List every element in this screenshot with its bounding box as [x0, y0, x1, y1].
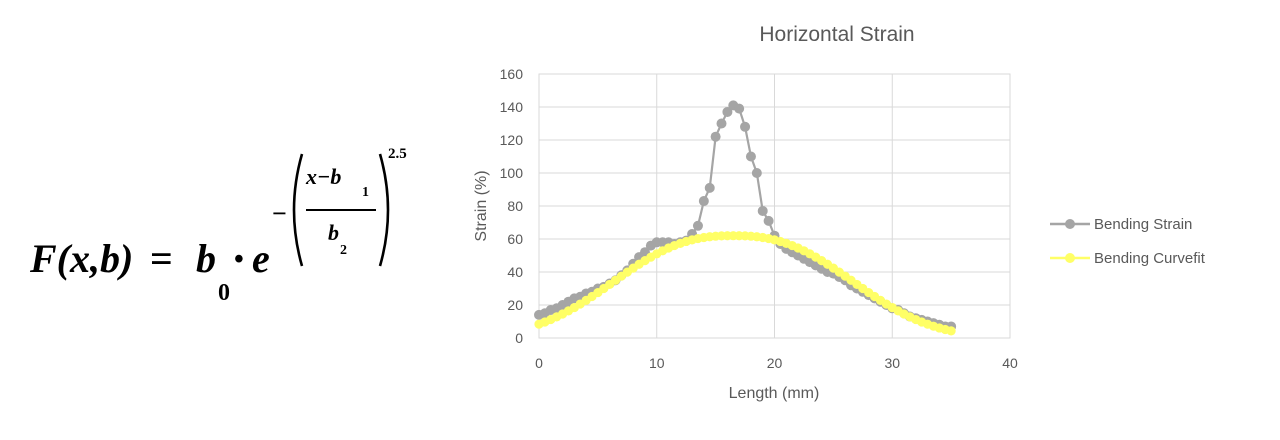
data-point [716, 118, 727, 129]
legend-label: Bending Curvefit [1094, 250, 1206, 267]
data-point [946, 326, 956, 336]
formula-numerator-sub: 1 [362, 185, 369, 200]
y-tick-label: 80 [507, 198, 523, 214]
chart: Horizontal Strain 020406080100120140160 … [473, 23, 1206, 402]
y-tick-labels: 0 20 40 60 80 100 120 140 160 [500, 66, 524, 346]
x-tick-label: 10 [649, 355, 665, 371]
y-tick-label: 20 [507, 297, 523, 313]
data-point [704, 182, 715, 193]
data-point [740, 121, 751, 132]
data-point [710, 131, 721, 142]
formula-equals: = [150, 236, 173, 281]
y-tick-label: 40 [507, 264, 523, 280]
formula-coef-sub: 0 [218, 280, 230, 306]
legend-swatch-marker [1065, 219, 1075, 229]
x-tick-label: 40 [1002, 355, 1018, 371]
formula-denominator: b [328, 220, 339, 245]
x-tick-label: 20 [767, 355, 783, 371]
y-tick-label: 120 [500, 132, 524, 148]
data-point [757, 205, 768, 216]
legend: Bending Strain Bending Curvefit [1050, 216, 1206, 267]
y-tick-label: 60 [507, 231, 523, 247]
formula-right-paren [378, 153, 390, 267]
data-point [751, 168, 762, 178]
legend-item: Bending Strain [1050, 216, 1192, 233]
x-axis-title: Length (mm) [729, 385, 820, 402]
data-point [722, 106, 733, 117]
legend-label: Bending Strain [1094, 216, 1192, 233]
legend-item: Bending Curvefit [1050, 250, 1206, 267]
formula: F(x,b) = b 0 • e − x−b 1 b 2 2.5 [29, 146, 407, 306]
gridlines [538, 73, 1011, 339]
series-layer [534, 100, 957, 336]
y-tick-label: 100 [500, 165, 524, 181]
formula-left-paren [292, 153, 304, 267]
data-point [734, 103, 745, 114]
formula-numerator: x−b [305, 164, 341, 189]
plot-area-border [538, 73, 1011, 339]
y-tick-label: 160 [500, 66, 524, 82]
data-point [692, 220, 703, 231]
formula-lhs: F(x,b) [29, 236, 133, 281]
formula-coef: b [196, 236, 216, 281]
formula-denominator-sub: 2 [340, 243, 347, 258]
series-bending-curvefit [534, 231, 956, 336]
formula-base: e [252, 236, 270, 281]
x-tick-labels: 0 10 20 30 40 [535, 355, 1018, 371]
y-tick-label: 0 [515, 330, 523, 346]
data-point [763, 215, 774, 226]
formula-dot: • [234, 244, 244, 275]
chart-title: Horizontal Strain [759, 23, 914, 46]
x-tick-label: 0 [535, 355, 543, 371]
y-axis-title: Strain (%) [473, 170, 490, 241]
formula-exponent: 2.5 [388, 146, 407, 162]
legend-swatch-marker [1065, 253, 1075, 263]
data-point [745, 151, 756, 162]
x-tick-label: 30 [884, 355, 900, 371]
formula-minus: − [272, 199, 287, 228]
y-tick-label: 140 [500, 99, 524, 115]
data-point [698, 196, 709, 207]
